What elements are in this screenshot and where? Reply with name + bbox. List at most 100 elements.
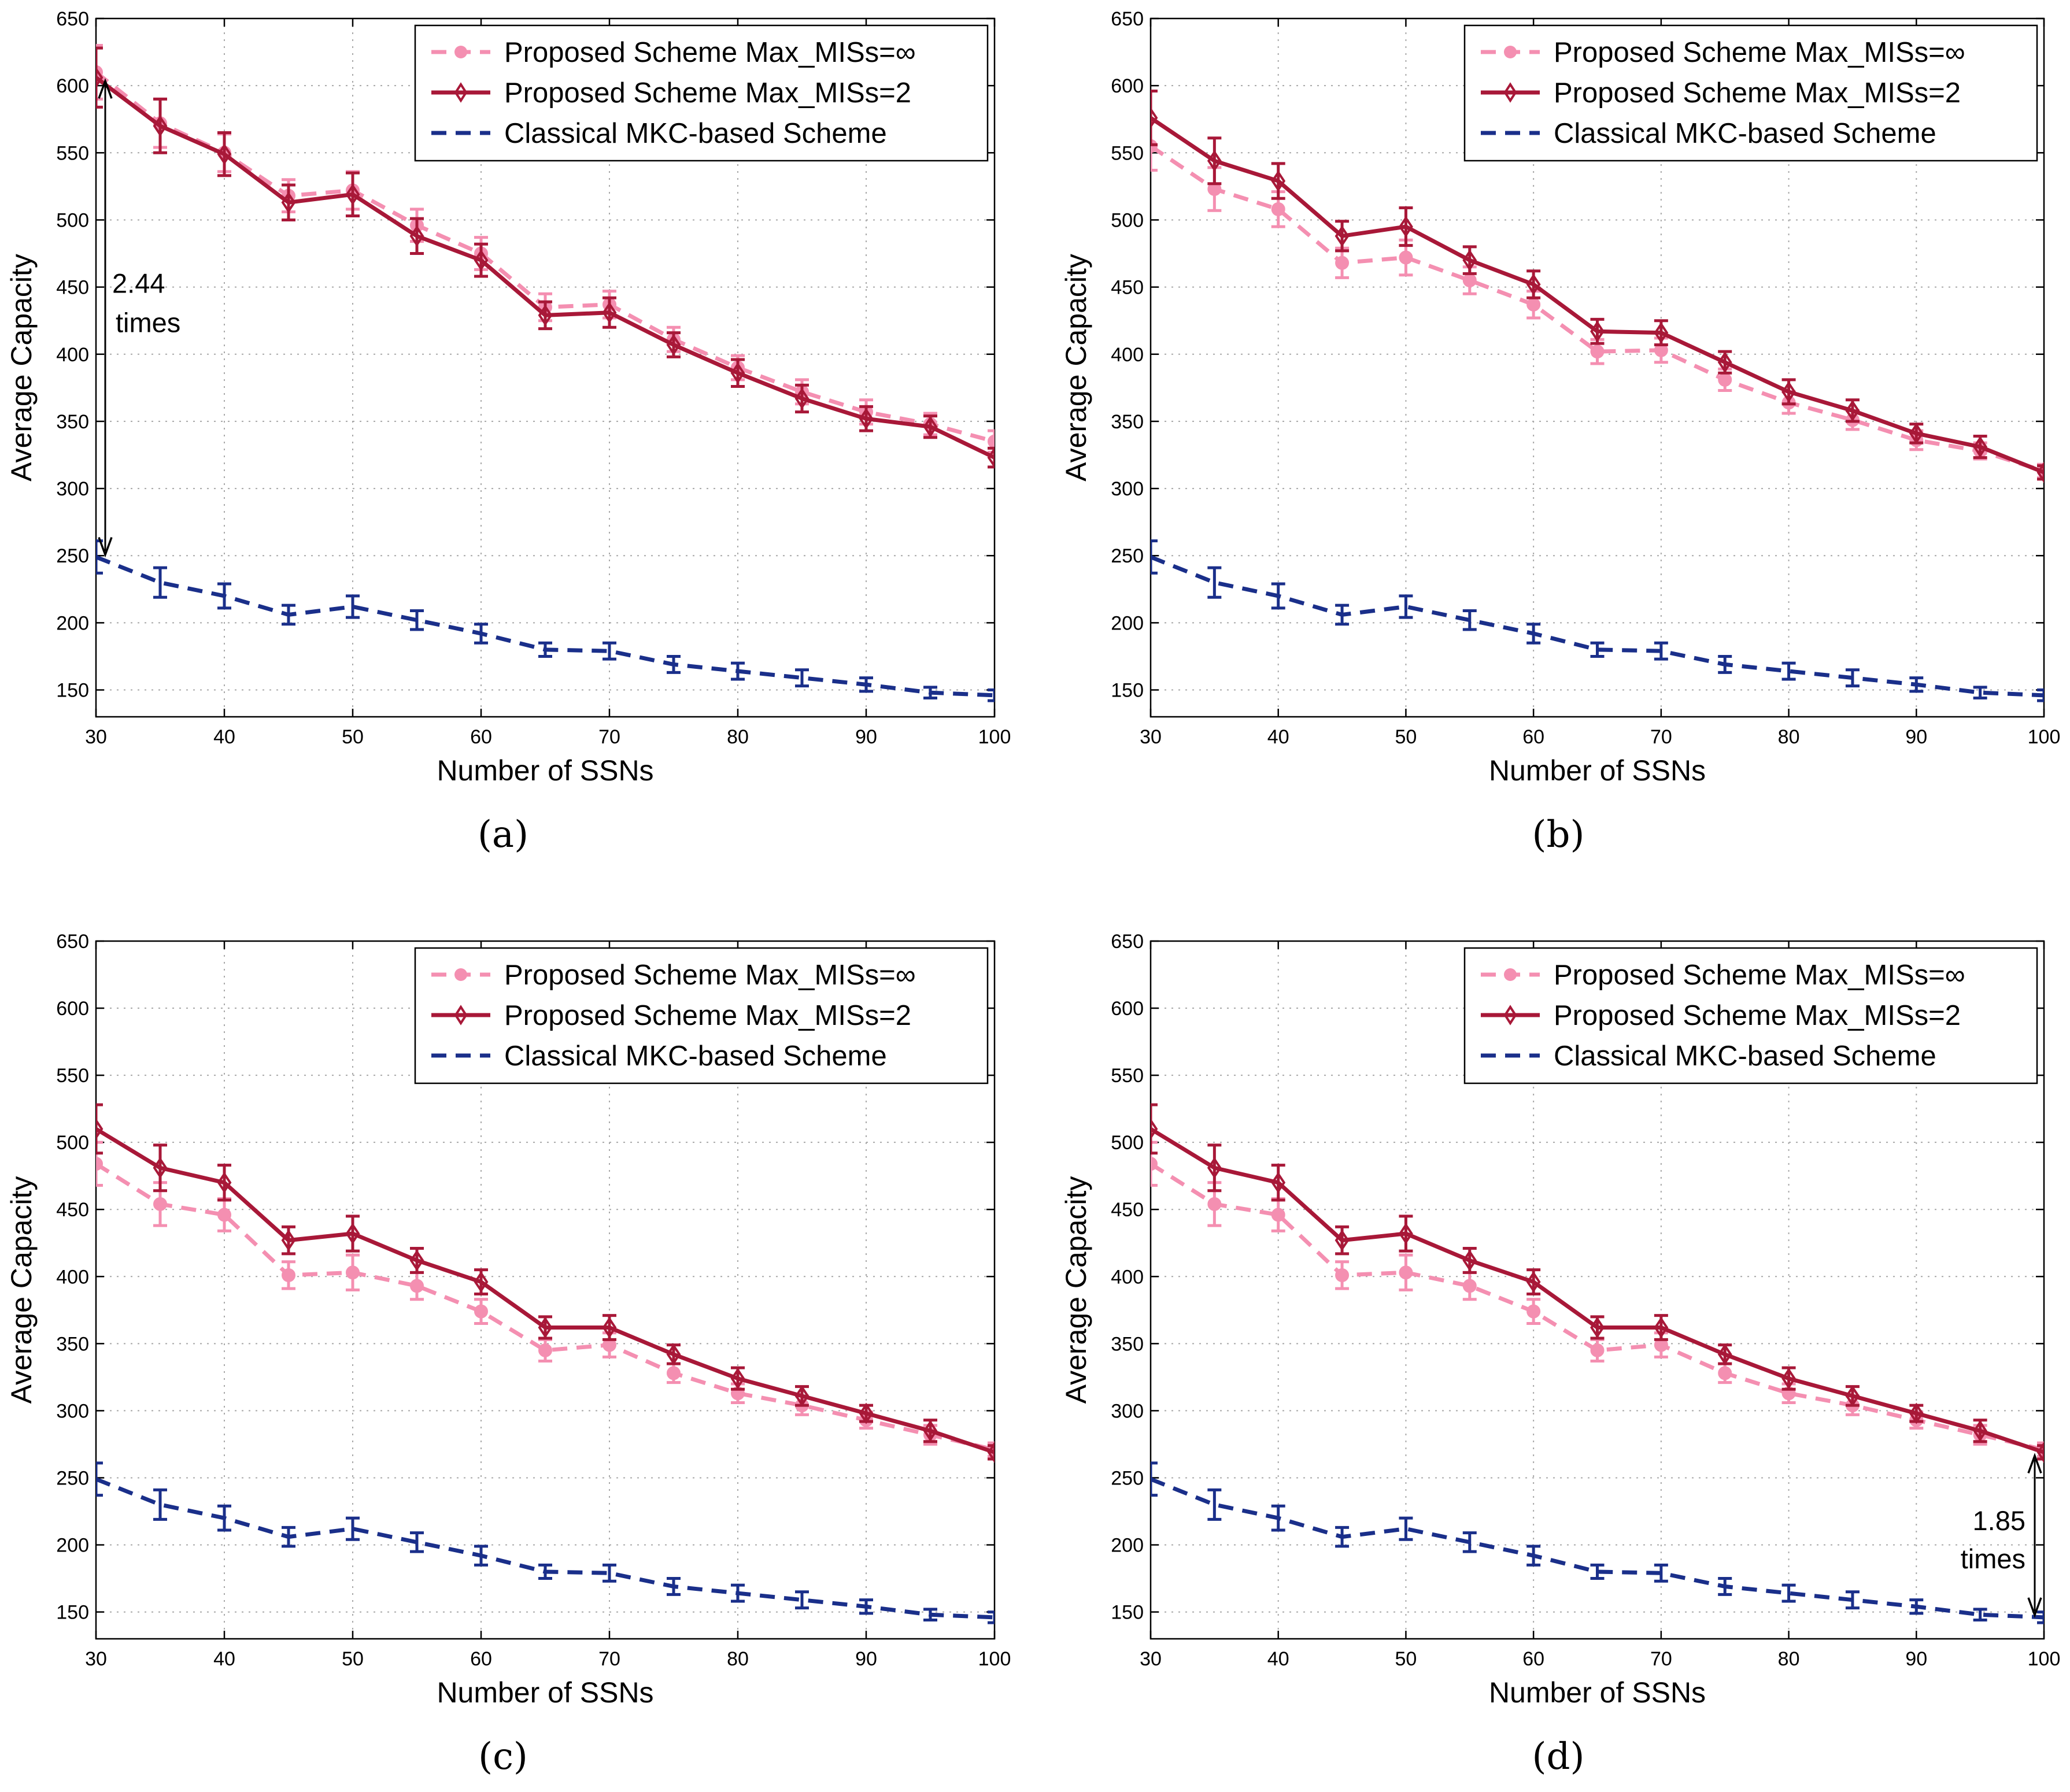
data-point-diamond [153, 1157, 168, 1179]
legend-item-max-miss-2: Proposed Scheme Max_MISs=2 [1481, 1000, 1961, 1031]
data-point-diamond [1781, 1368, 1796, 1390]
data-point-diamond [1973, 436, 1988, 458]
data-point-diamond [1462, 1249, 1477, 1272]
series-line [1151, 1127, 2044, 1454]
data-point-diamond [666, 1343, 681, 1365]
data-point-diamond [987, 1441, 995, 1463]
data-point-diamond [1717, 351, 1732, 373]
y-tick-label: 450 [1111, 1199, 1144, 1221]
y-tick-label: 450 [1111, 277, 1144, 299]
legend-item-classical-mkc: Classical MKC-based Scheme [431, 1041, 887, 1072]
data-point-circle [538, 1343, 552, 1357]
y-tick-label: 300 [1111, 1400, 1144, 1422]
x-tick-label: 90 [1905, 726, 1927, 748]
y-tick-label: 200 [56, 1535, 89, 1557]
legend-label: Proposed Scheme Max_MISs=∞ [1554, 960, 1965, 991]
y-tick-label: 600 [1111, 998, 1144, 1020]
legend-item-max-miss-infinity: Proposed Scheme Max_MISs=∞ [1481, 37, 1965, 68]
x-tick-label: 30 [1140, 726, 1162, 748]
panel-label: (d) [1532, 1735, 1585, 1778]
annotation-ratio: 1.85 [1973, 1505, 2025, 1536]
x-tick-label: 40 [1267, 1648, 1289, 1670]
data-point-diamond [859, 1402, 874, 1424]
series-line [1151, 1477, 2044, 1620]
series-line [1151, 555, 2044, 698]
y-tick-label: 400 [56, 344, 89, 366]
data-point-diamond [1151, 1118, 1158, 1140]
annotation-times: times [116, 308, 180, 338]
x-tick-label: 50 [1395, 726, 1417, 748]
legend-label: Proposed Scheme Max_MISs=2 [1554, 77, 1961, 109]
data-point-circle [1399, 250, 1413, 265]
data-point-diamond [96, 1118, 104, 1140]
data-layer [96, 1103, 995, 1624]
data-point-diamond [1271, 1172, 1286, 1194]
x-tick-label: 50 [342, 1648, 364, 1670]
legend-box [414, 947, 989, 1084]
data-point-circle [1335, 256, 1350, 270]
x-tick-label: 40 [213, 726, 235, 748]
y-tick-label: 400 [56, 1266, 89, 1288]
arrow-down-icon [98, 536, 113, 558]
x-tick-label: 100 [978, 726, 1011, 748]
series-line [1151, 144, 2044, 473]
x-tick-label: 80 [1778, 726, 1800, 748]
data-point-circle [1399, 1265, 1413, 1280]
data-point-diamond [602, 302, 617, 324]
series-line [96, 1162, 995, 1452]
data-point-diamond [153, 115, 168, 137]
y-tick-label: 550 [1111, 1065, 1144, 1087]
legend-label: Proposed Scheme Max_MISs=2 [1554, 1000, 1961, 1031]
series-max-miss-2 [96, 1103, 995, 1463]
data-point-diamond [923, 416, 938, 438]
data-point-circle [1462, 273, 1477, 287]
data-point-circle [217, 1208, 231, 1222]
axes-frame [1149, 17, 2045, 718]
data-point-diamond [345, 1223, 360, 1245]
data-point-circle [667, 1366, 681, 1380]
panel-label: (b) [1532, 813, 1585, 856]
data-point-circle [96, 1157, 103, 1171]
x-tick-label: 100 [978, 1648, 1011, 1670]
data-point-diamond [1781, 381, 1796, 403]
series-line [96, 76, 995, 460]
legend-label: Classical MKC-based Scheme [504, 118, 887, 149]
data-point-diamond [1335, 225, 1350, 247]
series-line [96, 555, 995, 698]
data-point-diamond [1207, 1157, 1222, 1179]
data-point-circle [1271, 202, 1285, 216]
legend-item-classical-mkc: Classical MKC-based Scheme [431, 118, 887, 149]
y-tick-label: 250 [1111, 545, 1144, 567]
data-point-circle [153, 1197, 167, 1211]
data-point-circle [1590, 1343, 1605, 1357]
y-tick-label: 150 [56, 1602, 89, 1624]
x-tick-label: 60 [470, 1648, 492, 1670]
legend-circle-icon [454, 968, 467, 981]
data-point-diamond [1399, 1223, 1413, 1245]
data-point-circle [1590, 345, 1605, 359]
legend-item-max-miss-infinity: Proposed Scheme Max_MISs=∞ [1481, 960, 1965, 991]
x-tick-label: 30 [85, 726, 107, 748]
data-point-diamond [1462, 249, 1477, 271]
data-point-diamond [281, 1230, 296, 1252]
data-point-diamond [859, 408, 874, 430]
x-tick-label: 50 [342, 726, 364, 748]
data-point-diamond [730, 1368, 745, 1390]
axes-frame [95, 17, 996, 718]
data-point-diamond [602, 1316, 617, 1339]
y-tick-label: 500 [56, 1132, 89, 1154]
legend-circle-icon [1504, 46, 1517, 58]
x-axis-title: Number of SSNs [437, 754, 653, 787]
chart-panel-d: 30 40 50 60 70 80 90 100 150 200 250 300 350 400 450 50… [1060, 931, 2060, 1709]
series-max-miss-2 [1151, 89, 2044, 483]
data-point-diamond [2036, 461, 2044, 483]
y-axis-title: Average Capacity [5, 1176, 38, 1404]
data-point-circle [474, 1304, 488, 1319]
y-tick-label: 200 [1111, 1535, 1144, 1557]
data-point-diamond [987, 447, 995, 469]
y-tick-label: 150 [56, 680, 89, 702]
y-tick-label: 600 [56, 75, 89, 97]
x-tick-label: 50 [1395, 1648, 1417, 1670]
data-point-diamond [794, 387, 809, 410]
series-classical-mkc [96, 539, 995, 702]
